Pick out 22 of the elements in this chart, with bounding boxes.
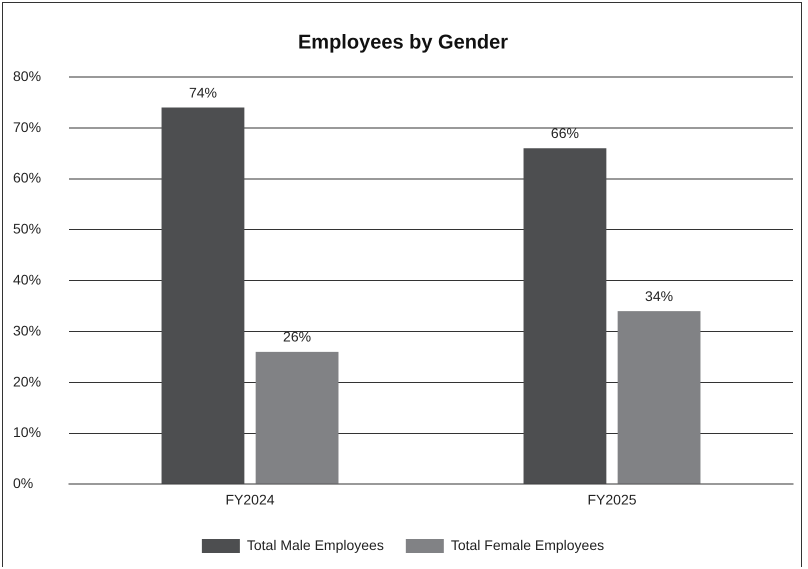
bar [162, 108, 244, 484]
bar [618, 311, 700, 484]
data-label: 66% [550, 125, 579, 142]
chart-title: Employees by Gender [298, 32, 508, 54]
x-tick-label: FY2025 [587, 491, 637, 508]
legend-label: Total Male Employees [246, 536, 384, 553]
y-tick-label: 70% [13, 118, 42, 135]
y-tick-label: 80% [13, 68, 42, 84]
data-label: 26% [283, 328, 312, 345]
x-tick-label: FY2024 [225, 491, 275, 508]
bar [256, 352, 338, 484]
legend-label: Total Female Employees [450, 536, 604, 553]
y-tick-label: 20% [13, 373, 42, 390]
data-label: 74% [188, 84, 217, 100]
bar [524, 148, 606, 484]
y-tick-label: 10% [13, 424, 42, 440]
y-tick-label: 0% [13, 475, 34, 492]
y-tick-label: 30% [13, 322, 42, 338]
y-tick-label: 50% [13, 220, 42, 237]
y-tick-label: 40% [13, 271, 42, 288]
y-tick-label: 60% [13, 170, 42, 186]
data-label: 34% [645, 288, 674, 304]
